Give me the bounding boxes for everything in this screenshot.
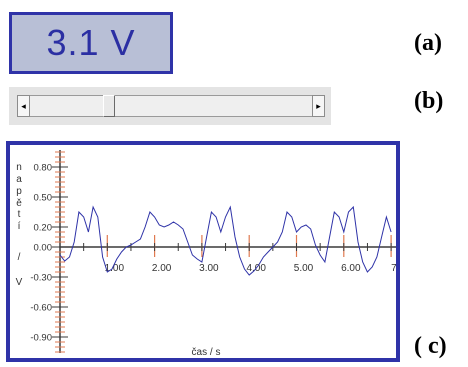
y-axis-label-letter: ě <box>16 198 22 209</box>
y-axis-label-letter: / <box>18 252 21 263</box>
y-axis-label-letter: t <box>18 209 21 220</box>
voltage-display: 3.1 V <box>9 12 173 74</box>
x-tick-label: 6.00 <box>341 263 361 274</box>
plot-area: 0.80 0.50 0.20 0.00 -0.30 -0.60 -0.90 1.00 2.00… <box>16 150 406 358</box>
voltage-slider[interactable]: ◂ ▸ <box>9 87 331 125</box>
y-tick-marks <box>52 166 68 338</box>
y-tick-label: 0.00 <box>34 243 53 254</box>
x-tick-labels: 1.002.003.004.005.006.007.0 <box>105 263 406 274</box>
x-tick-label: 5.00 <box>294 263 314 274</box>
slider-left-button[interactable]: ◂ <box>17 95 30 117</box>
y-axis-label-letter: í <box>18 221 21 232</box>
voltage-value: 3.1 V <box>46 22 136 63</box>
x-tick-marks <box>83 235 392 257</box>
y-axis-label-letter: a <box>16 174 22 185</box>
y-minor-ticks <box>55 151 65 353</box>
y-tick-labels: 0.80 0.50 0.20 0.00 -0.30 -0.60 -0.90 <box>30 163 52 344</box>
x-tick-label: 2.00 <box>152 263 172 274</box>
signal-trace <box>59 205 392 276</box>
plot-frame: 0.80 0.50 0.20 0.00 -0.30 -0.60 -0.90 1.00 2.00… <box>6 141 406 362</box>
x-tick-label: 7.0 <box>391 263 396 274</box>
x-axis-label: čas / s <box>192 347 221 358</box>
y-tick-label: 0.20 <box>34 223 53 234</box>
y-tick-label: 0.50 <box>34 193 53 204</box>
x-tick-label: 1.00 <box>105 263 125 274</box>
y-tick-label: -0.60 <box>30 303 52 314</box>
y-axis-label-letter: n <box>16 162 22 173</box>
y-tick-label: -0.90 <box>30 333 52 344</box>
slider-track[interactable] <box>17 95 325 117</box>
y-axis-label-letter: V <box>16 277 23 288</box>
y-tick-label: 0.80 <box>34 163 53 174</box>
chevron-right-icon: ▸ <box>316 100 321 111</box>
label-b: (b) <box>414 88 444 114</box>
slider-thumb[interactable] <box>102 95 115 117</box>
slider-right-button[interactable]: ▸ <box>312 95 325 117</box>
chevron-left-icon: ◂ <box>21 100 26 111</box>
y-tick-label: -0.30 <box>30 273 52 284</box>
label-c: ( c) <box>414 333 447 359</box>
x-tick-label: 3.00 <box>199 263 219 274</box>
label-a: (a) <box>414 30 442 56</box>
y-axis-label-letter: p <box>16 186 22 197</box>
